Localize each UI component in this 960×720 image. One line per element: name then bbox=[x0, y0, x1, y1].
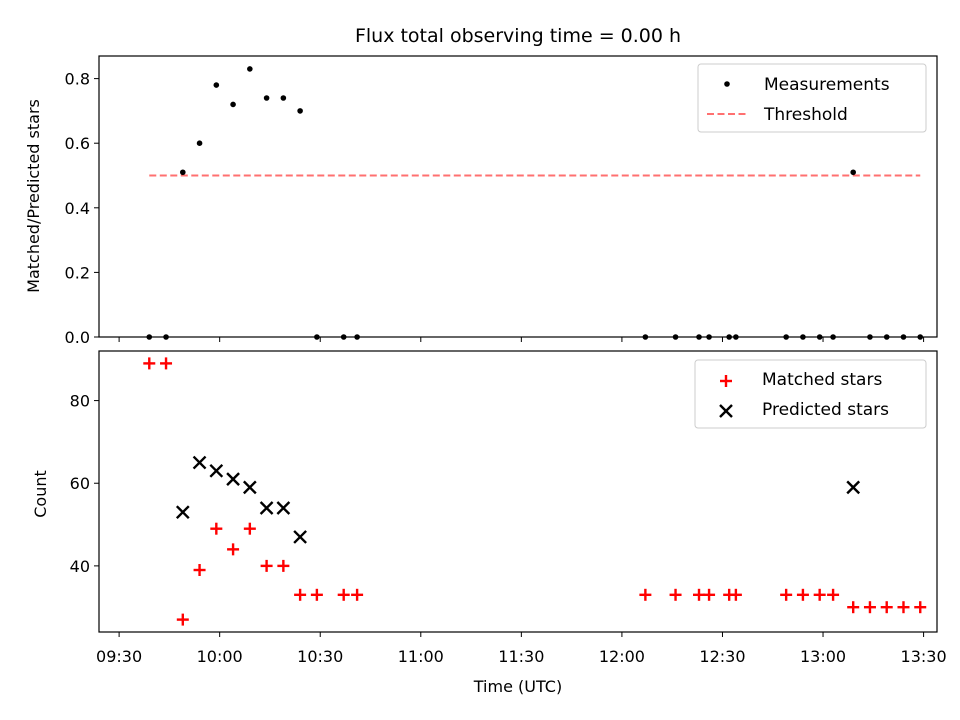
legend-matched-label: Matched stars bbox=[762, 370, 882, 390]
predicted-star-point bbox=[192, 455, 207, 470]
matched-star-point bbox=[914, 601, 927, 614]
matched-star-point bbox=[863, 601, 876, 614]
matched-star-point bbox=[210, 522, 223, 535]
matched-star-point bbox=[310, 588, 323, 601]
bottom-y-axis-label: Count bbox=[31, 470, 50, 518]
legend-predicted-label: Predicted stars bbox=[762, 400, 889, 420]
matched-star-point bbox=[880, 601, 893, 614]
legend-measurements-label: Measurements bbox=[764, 75, 890, 95]
x-tick-label: 12:00 bbox=[599, 647, 645, 666]
measurement-point bbox=[247, 66, 253, 72]
bottom-y-tick-label: 80 bbox=[70, 392, 90, 411]
matched-star-point bbox=[294, 588, 307, 601]
bottom-legend: Matched stars Predicted stars bbox=[694, 359, 927, 429]
top-y-ticks: 0.0 0.2 0.4 0.6 0.8 bbox=[65, 70, 99, 347]
predicted-star-point bbox=[259, 501, 274, 515]
matched-star-point bbox=[693, 588, 706, 601]
measurement-point bbox=[213, 82, 220, 88]
x-tick-label: 13:30 bbox=[901, 647, 947, 666]
x-tick-label: 10:00 bbox=[197, 647, 243, 666]
predicted-star-point bbox=[293, 530, 307, 544]
top-legend-box bbox=[697, 63, 927, 133]
measurement-point bbox=[196, 140, 203, 147]
matched-star-point bbox=[847, 601, 860, 614]
legend-threshold-label: Threshold bbox=[763, 105, 848, 125]
legend-matched-marker bbox=[720, 375, 732, 387]
predicted-star-point bbox=[175, 505, 190, 520]
top-y-tick-label: 0.6 bbox=[65, 134, 90, 153]
matched-star-point bbox=[277, 559, 290, 572]
x-tick-label: 09:30 bbox=[96, 647, 142, 666]
top-axes-frame bbox=[98, 55, 938, 338]
matched-star-point bbox=[337, 588, 350, 601]
matched-star-point bbox=[813, 588, 826, 601]
matched-star-point bbox=[260, 559, 273, 572]
predicted-star-point bbox=[276, 501, 291, 515]
top-y-tick-label: 0.4 bbox=[65, 199, 90, 218]
matched-star-point bbox=[780, 588, 793, 601]
top-legend: Measurements Threshold bbox=[697, 63, 927, 133]
measurement-point bbox=[180, 169, 186, 176]
top-y-tick-label: 0.0 bbox=[65, 328, 90, 347]
matched-star-point bbox=[193, 564, 206, 577]
x-tick-label: 13:00 bbox=[800, 647, 846, 666]
matched-star-point bbox=[143, 357, 156, 370]
predicted-star-point bbox=[242, 480, 257, 495]
predicted-star-point bbox=[226, 472, 240, 486]
matched-star-point bbox=[827, 588, 840, 601]
bottom-legend-box bbox=[694, 359, 927, 429]
matched-star-point bbox=[160, 357, 173, 370]
measurement-point bbox=[297, 108, 303, 114]
measurement-point bbox=[263, 95, 270, 101]
x-tick-label: 12:30 bbox=[699, 647, 745, 666]
measurement-point bbox=[280, 95, 287, 101]
matched-star-point bbox=[897, 601, 910, 614]
measurement-point bbox=[850, 169, 856, 176]
x-tick-label: 10:30 bbox=[297, 647, 343, 666]
bottom-panel: Count Time (UTC) 40 60 80 09:30 10:00 10:30 1… bbox=[31, 350, 947, 696]
matched-star-point bbox=[351, 588, 364, 601]
chart-title: Flux total observing time = 0.00 h bbox=[355, 25, 681, 47]
legend-measurements-marker bbox=[724, 81, 730, 87]
x-tick-label: 11:30 bbox=[498, 647, 544, 666]
predicted-star-point bbox=[846, 480, 861, 495]
top-y-tick-label: 0.2 bbox=[65, 263, 90, 282]
matched-star-point bbox=[176, 613, 189, 626]
legend-predicted-marker bbox=[719, 404, 733, 418]
matched-star-point bbox=[243, 522, 256, 535]
bottom-y-tick-label: 40 bbox=[70, 557, 90, 576]
matched-star-point bbox=[703, 588, 716, 601]
top-y-tick-label: 0.8 bbox=[65, 70, 90, 89]
top-panel: Flux total observing time = 0.00 h Match… bbox=[24, 25, 938, 347]
top-y-axis-label: Matched/Predicted stars bbox=[24, 99, 43, 293]
bottom-x-ticks: 09:30 10:00 10:30 11:00 11:30 12:00 12:30 13:00… bbox=[96, 632, 947, 666]
matched-star-point bbox=[796, 588, 809, 601]
measurement-point bbox=[230, 101, 236, 108]
x-axis-label: Time (UTC) bbox=[473, 677, 562, 696]
bottom-plot-area bbox=[143, 357, 927, 626]
x-tick-label: 11:00 bbox=[398, 647, 444, 666]
matched-star-point bbox=[639, 588, 652, 601]
matched-star-point bbox=[729, 588, 742, 601]
bottom-y-tick-label: 60 bbox=[70, 474, 90, 493]
bottom-axes-frame bbox=[98, 350, 938, 633]
bottom-y-ticks: 40 60 80 bbox=[70, 392, 99, 576]
top-x-ticks bbox=[118, 337, 925, 342]
matched-star-point bbox=[669, 588, 682, 601]
matched-star-point bbox=[227, 543, 240, 556]
predicted-star-point bbox=[209, 463, 224, 478]
